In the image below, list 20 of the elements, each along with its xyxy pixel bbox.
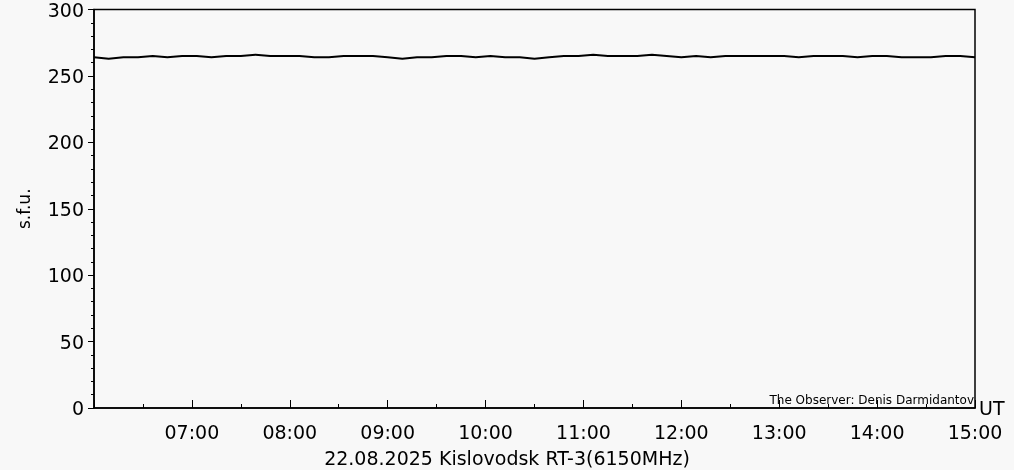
y-tick-label: 250: [47, 64, 84, 87]
y-tick-label: 50: [59, 330, 84, 353]
x-tick-label: 09:00: [360, 420, 416, 443]
x-tick-label: 14:00: [849, 420, 905, 443]
annotation: The Observer: Denis Darmidantov: [768, 393, 975, 407]
y-tick-label: 0: [71, 397, 84, 419]
y-tick-label: 100: [47, 264, 84, 287]
y-tick-label: 200: [47, 131, 84, 154]
x-tick-label: 11:00: [556, 420, 611, 443]
y-tick-label: 150: [47, 197, 84, 220]
x-tick-label: 12:00: [653, 420, 709, 443]
y-tick-label: 300: [47, 0, 84, 21]
x-tick-label: 07:00: [164, 420, 220, 443]
x-tick-label: 15:00: [947, 420, 1003, 443]
x-tick-label: 13:00: [751, 420, 807, 443]
x-tick-label: 10:00: [458, 420, 513, 443]
x-tick-label: 08:00: [262, 420, 318, 443]
x-axis-title: UT: [979, 397, 1005, 419]
y-axis-title: s.f.u.: [13, 188, 34, 230]
text: 22.08.2025 Kislovodsk RT-3(6150MHz): [324, 446, 690, 469]
